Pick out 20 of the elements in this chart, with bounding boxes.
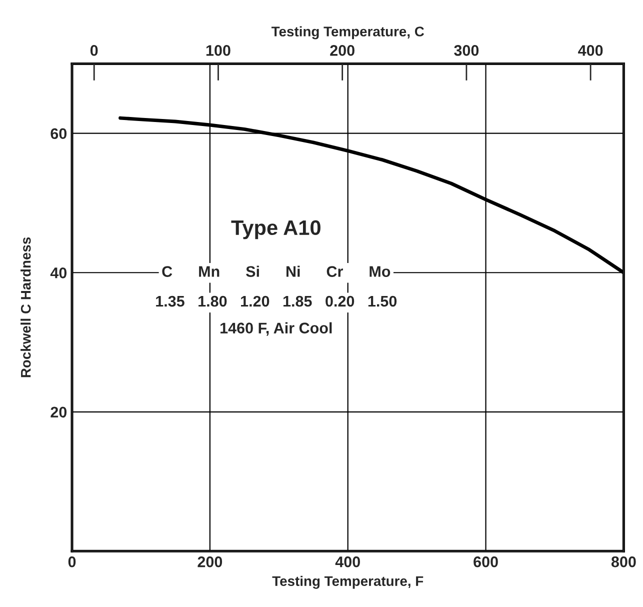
annotation: Type A10: [231, 220, 320, 240]
y-tick-label: 20: [50, 406, 67, 418]
annotation: 1460 F, Air Cool: [220, 322, 332, 336]
annotation: C Mn Si Ni Cr Mo: [162, 266, 390, 277]
x2-tick-label: 300: [454, 45, 479, 56]
x-tick-label: 600: [474, 556, 498, 568]
x2-tick-label: 400: [578, 45, 603, 56]
x-tick-label: 400: [335, 556, 360, 568]
annotation: 1.35 1.80 1.20 1.85 0.20 1.50: [156, 296, 397, 307]
x2-axis-title: Testing Temperature, C: [271, 26, 424, 40]
x-tick-label: 800: [611, 556, 636, 568]
x2-tick-label: 100: [206, 45, 230, 56]
y-tick-label: 60: [50, 128, 67, 140]
x-axis-title: Testing Temperature, F: [272, 576, 424, 589]
x-tick-label: 0: [68, 556, 76, 568]
x2-tick-label: 0: [90, 45, 98, 56]
y-tick-label: 40: [50, 267, 67, 278]
y-axis-title: Rockwell C Hardness: [20, 237, 31, 378]
x-tick-label: 200: [198, 556, 222, 568]
x2-tick-label: 200: [330, 45, 354, 56]
